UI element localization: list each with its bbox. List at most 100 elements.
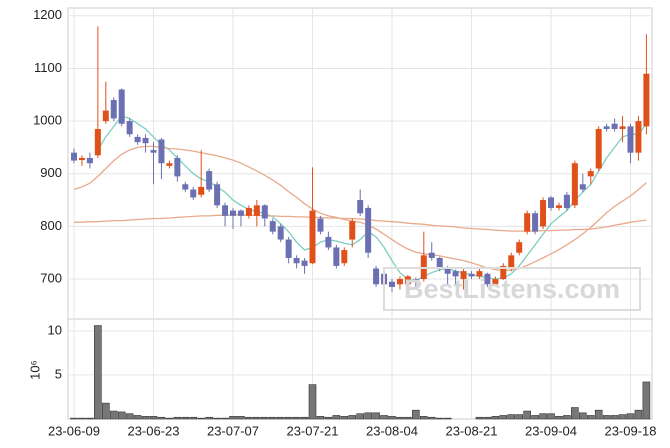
volume-bar [117, 411, 126, 420]
volume-bar [626, 413, 635, 420]
volume-bar [213, 417, 221, 420]
volume-bar [348, 415, 357, 420]
candle-body [237, 210, 244, 216]
y-tick-label: 1200 [33, 7, 62, 22]
volume-bar [324, 416, 333, 420]
candle-body [349, 221, 356, 240]
volume-bar [245, 416, 253, 420]
candle-body [492, 279, 499, 285]
volume-bar [229, 416, 237, 420]
candle-body [444, 268, 451, 274]
candle-body [333, 247, 340, 266]
watermark: BestListens.com [404, 274, 620, 304]
candle-body [484, 273, 491, 285]
candle-body [540, 200, 547, 227]
candle-body [118, 89, 125, 124]
candle-body [611, 123, 618, 129]
candle-body [222, 205, 229, 216]
y-tick-label: 1000 [33, 113, 62, 128]
candle-body [452, 271, 459, 277]
volume-bar [268, 416, 277, 420]
watermark-box [383, 267, 641, 311]
volume-bar [412, 409, 420, 420]
candle-body [476, 271, 483, 277]
moving-average-line [73, 145, 647, 272]
volume-bar [253, 416, 261, 420]
y-tick-label: 5 [55, 366, 62, 381]
candle-body [86, 157, 93, 164]
candle-body [548, 197, 554, 208]
candle-body [595, 128, 602, 169]
volume-bar [531, 415, 539, 420]
volume-bar [642, 381, 651, 420]
moving-average-line [74, 214, 647, 232]
candle-body [627, 126, 634, 153]
marks [70, 26, 651, 420]
volume-bar [221, 417, 229, 420]
volume-bar [555, 416, 563, 420]
volume-bar [443, 417, 452, 420]
volume-bar [70, 417, 78, 420]
candle-body [230, 210, 236, 216]
candle-body [571, 163, 578, 206]
x-tick-label: 23-09-04 [525, 423, 577, 438]
x-tick-label: 23-06-23 [127, 423, 179, 438]
candle-body [277, 226, 284, 240]
candle-body [269, 221, 276, 232]
candle-body [214, 184, 221, 206]
candle-body [190, 189, 197, 198]
volume-bar [356, 413, 365, 420]
x-tick-label: 23-08-21 [445, 423, 497, 438]
volume-bar [284, 416, 293, 420]
candle-body [516, 242, 523, 253]
candle-body [357, 200, 364, 214]
price-panel [67, 7, 653, 320]
volume-bar [618, 414, 627, 420]
volume-bar [364, 412, 372, 420]
candle-body [603, 126, 610, 129]
candle-body [643, 73, 650, 127]
volume-bar [563, 415, 571, 420]
x-tick-label: 23-07-21 [286, 423, 338, 438]
volume-bar [427, 416, 436, 420]
candle-body [301, 260, 308, 266]
volume-bar [133, 415, 142, 420]
candle-body [532, 213, 539, 232]
candle-body [460, 271, 467, 280]
candle-body [126, 121, 133, 135]
volume-bar [594, 409, 603, 420]
candle-body [563, 194, 570, 208]
candle-body [635, 121, 642, 153]
volume-bar [396, 416, 404, 420]
candle-body [389, 281, 395, 287]
volume-bar [276, 416, 285, 420]
y-tick-label: 1100 [34, 60, 62, 75]
candle-body [71, 152, 77, 161]
volume-bar [515, 414, 524, 420]
moving-average-line [97, 115, 647, 282]
candle-body [309, 210, 316, 264]
volume-bar [539, 413, 547, 420]
candle-body [245, 207, 252, 216]
volume-bar [610, 415, 619, 420]
candle-body [110, 100, 117, 119]
y-tick-label: 800 [40, 218, 62, 233]
volume-bar [634, 409, 643, 420]
candle-body [428, 252, 435, 258]
candle-body [206, 171, 213, 190]
volume-bar [149, 416, 158, 420]
volume-bar [340, 416, 349, 420]
candle-body [396, 279, 403, 285]
candle-body [579, 184, 586, 190]
candle-body [261, 205, 268, 219]
y-tick-label: 700 [40, 270, 62, 285]
y-axis-label: 10⁶ [27, 360, 42, 380]
candle-body [500, 265, 507, 280]
x-tick-label: 23-06-09 [48, 423, 100, 438]
candle-body [317, 218, 324, 232]
volume-bar [78, 417, 86, 420]
volume-bar [435, 417, 444, 420]
volume-bar [157, 416, 166, 420]
volume-bar [173, 416, 182, 420]
